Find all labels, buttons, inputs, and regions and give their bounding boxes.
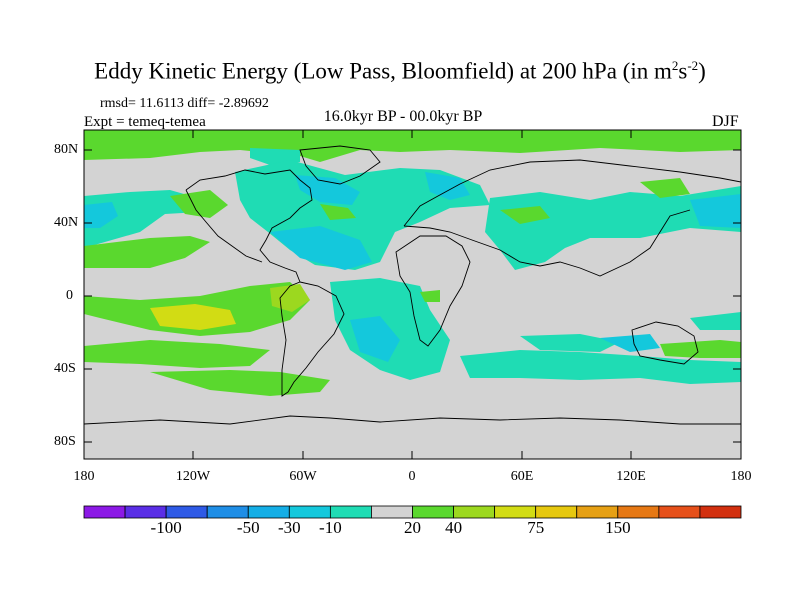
- field-ind-cyan: [600, 334, 660, 352]
- field-eurasia-teal: [485, 186, 741, 270]
- colorbar-box: [371, 505, 413, 519]
- colorbar-label: -100: [150, 518, 182, 537]
- lon-tick-label: 0: [408, 469, 416, 484]
- field-easia-green: [640, 178, 690, 198]
- field-natl-green: [320, 204, 356, 220]
- field-sind-teal: [460, 350, 741, 384]
- coast-africa: [395, 235, 471, 347]
- field-natl-cyan1: [295, 175, 360, 205]
- colorbar-box: [658, 505, 701, 519]
- coast-na-west: [185, 189, 263, 263]
- field-nam-green: [170, 190, 228, 218]
- lon-tick-label: 120W: [175, 469, 211, 484]
- coast-south-america: [279, 281, 345, 397]
- field-npac-east-cyan: [690, 194, 741, 228]
- colorbar-box: [699, 505, 742, 519]
- coastlines: [84, 145, 741, 425]
- colorbar-box: [247, 505, 290, 519]
- field-npac-cyan: [84, 202, 118, 228]
- experiment-label: Expt = temeq-temea: [84, 114, 206, 130]
- lat-tick-label: 0: [66, 288, 73, 303]
- colorbar-label: 75: [527, 518, 545, 537]
- coast-australia: [631, 321, 699, 365]
- coast-antarctica: [84, 415, 741, 425]
- colorbar: [83, 505, 742, 519]
- lon-tick-label: 60W: [289, 469, 317, 484]
- colorbar-label: -50: [236, 518, 260, 537]
- field-aus-green: [660, 340, 741, 358]
- colorbar-box: [412, 505, 454, 519]
- field-arctic-green: [84, 130, 741, 162]
- field-sam-lime: [270, 284, 310, 312]
- lon-tick-label: 120E: [616, 469, 646, 484]
- field-spac-green2: [150, 370, 330, 396]
- colorbar-label: -10: [319, 518, 342, 537]
- colorbar-box: [576, 505, 619, 519]
- coast-eurasia: [403, 159, 741, 277]
- lat-tick-label: 80S: [54, 434, 76, 449]
- time-period-label: 16.0kyr BP - 00.0kyr BP: [323, 108, 483, 125]
- rmsd-diff-stats: rmsd= 11.6113 diff= -2.89692: [100, 96, 269, 111]
- colorbar-box: [288, 505, 331, 519]
- coast-greenland: [299, 145, 381, 185]
- colorbar-box: [206, 505, 249, 519]
- field-satl-cyan: [350, 316, 400, 362]
- field-ind-teal: [520, 334, 620, 352]
- field-tpac-yellow: [150, 304, 236, 330]
- lat-tick-label: 40N: [54, 215, 79, 230]
- coast-north-america: [185, 169, 313, 283]
- ekea-field: [84, 130, 741, 459]
- colorbar-label: -30: [277, 518, 301, 537]
- field-asia-green: [500, 206, 550, 224]
- lat-tick-label: 40S: [54, 361, 76, 376]
- colorbar-box: [165, 505, 208, 519]
- lon-tick-label: 180: [730, 469, 752, 484]
- plot-title: Eddy Kinetic Energy (Low Pass, Bloomfiel…: [94, 58, 706, 84]
- lon-tick-label: 180: [73, 469, 95, 484]
- colorbar-label: 20: [404, 518, 421, 537]
- lon-tick-label: 60E: [510, 469, 534, 484]
- field-spac-green1: [84, 340, 270, 368]
- colorbar-box: [329, 505, 372, 519]
- field-aus-teal: [690, 312, 741, 330]
- colorbar-box: [124, 505, 167, 519]
- field-natl-cyan2: [425, 172, 470, 200]
- colorbar-box: [494, 505, 537, 519]
- lat-tick-label: 80N: [54, 142, 79, 157]
- map-tick-marks: [84, 130, 741, 459]
- colorbar-label: 40: [445, 518, 463, 537]
- field-antarctic-gray: [84, 430, 741, 459]
- field-africa-green: [420, 290, 440, 302]
- colorbar-label: 150: [605, 518, 631, 537]
- field-npac-teal: [84, 190, 205, 248]
- colorbar-box: [535, 505, 578, 519]
- field-pac-green-band: [84, 236, 210, 268]
- colorbar-box: [83, 505, 126, 519]
- season-label: DJF: [712, 113, 739, 130]
- field-natl-cyan3: [270, 226, 372, 270]
- colorbar-box: [617, 505, 660, 519]
- colorbar-box: [453, 505, 496, 519]
